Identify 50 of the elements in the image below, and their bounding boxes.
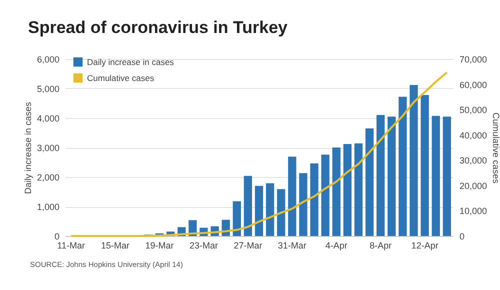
y2-tick-label: 0 xyxy=(460,232,465,242)
bar xyxy=(332,148,340,236)
bar xyxy=(388,116,396,236)
x-tick-label: 11-Mar xyxy=(57,240,85,250)
bar xyxy=(376,115,385,236)
bar xyxy=(398,96,407,236)
bar xyxy=(288,156,296,236)
x-tick-label: 8-Apr xyxy=(370,240,392,250)
y2-tick-label: 70,000 xyxy=(460,54,488,64)
bar xyxy=(266,183,274,236)
bar xyxy=(410,84,418,236)
x-tick-label: 4-Apr xyxy=(325,240,348,250)
bar xyxy=(244,176,252,236)
bar xyxy=(310,163,318,236)
legend-label: Cumulative cases xyxy=(87,73,154,83)
x-tick-label: 27-Mar xyxy=(234,240,262,250)
y2-tick-label: 40,000 xyxy=(460,130,488,140)
y2-tick-label: 60,000 xyxy=(460,80,488,90)
y2-tick-label: 50,000 xyxy=(460,105,488,116)
legend-label: Daily increase in cases xyxy=(87,57,174,67)
bar xyxy=(343,144,352,236)
y2-tick-label: 30,000 xyxy=(460,156,488,166)
bar xyxy=(365,128,374,236)
x-tick-label: 15-Mar xyxy=(101,240,130,250)
x-tick-label: 12-Apr xyxy=(411,240,438,250)
bar xyxy=(354,143,363,236)
y2-tick-label: 10,000 xyxy=(460,206,488,216)
bar xyxy=(420,94,429,236)
y-tick-label: 4,000 xyxy=(36,114,60,124)
y2-axis-title: Cumulative cases xyxy=(491,112,500,184)
bar xyxy=(277,189,286,236)
bar xyxy=(432,116,440,236)
y2-tick-label: 20,000 xyxy=(460,180,488,191)
bar xyxy=(321,154,330,236)
y-tick-label: 6,000 xyxy=(36,54,60,64)
y-tick-label: 1,000 xyxy=(36,202,60,212)
y-tick-label: 3,000 xyxy=(36,143,60,153)
y-tick-label: 5,000 xyxy=(36,84,60,94)
bar xyxy=(442,116,451,236)
x-tick-label: 19-Mar xyxy=(145,240,174,250)
bar xyxy=(254,186,264,236)
y-axis-title: Daily increase in cases xyxy=(22,101,33,194)
x-tick-label: 23-Mar xyxy=(189,240,218,250)
y-tick-label: 2,000 xyxy=(36,172,60,182)
chart-title: Spread of coronavirus in Turkey xyxy=(28,18,288,37)
x-tick-label: 31-Mar xyxy=(278,240,306,250)
line-series xyxy=(70,71,448,237)
bar xyxy=(299,173,308,236)
bar xyxy=(232,201,241,236)
y-tick-label: 0 xyxy=(54,232,60,242)
